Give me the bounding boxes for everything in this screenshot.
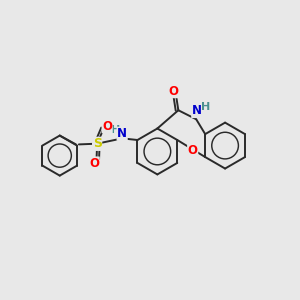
Text: O: O	[169, 85, 178, 98]
Text: H: H	[201, 102, 211, 112]
Text: O: O	[89, 157, 99, 170]
Text: O: O	[102, 120, 112, 133]
Text: N: N	[117, 127, 127, 140]
Text: N: N	[192, 104, 202, 118]
Text: S: S	[93, 137, 102, 150]
Text: H: H	[111, 125, 121, 135]
Text: O: O	[188, 144, 198, 158]
